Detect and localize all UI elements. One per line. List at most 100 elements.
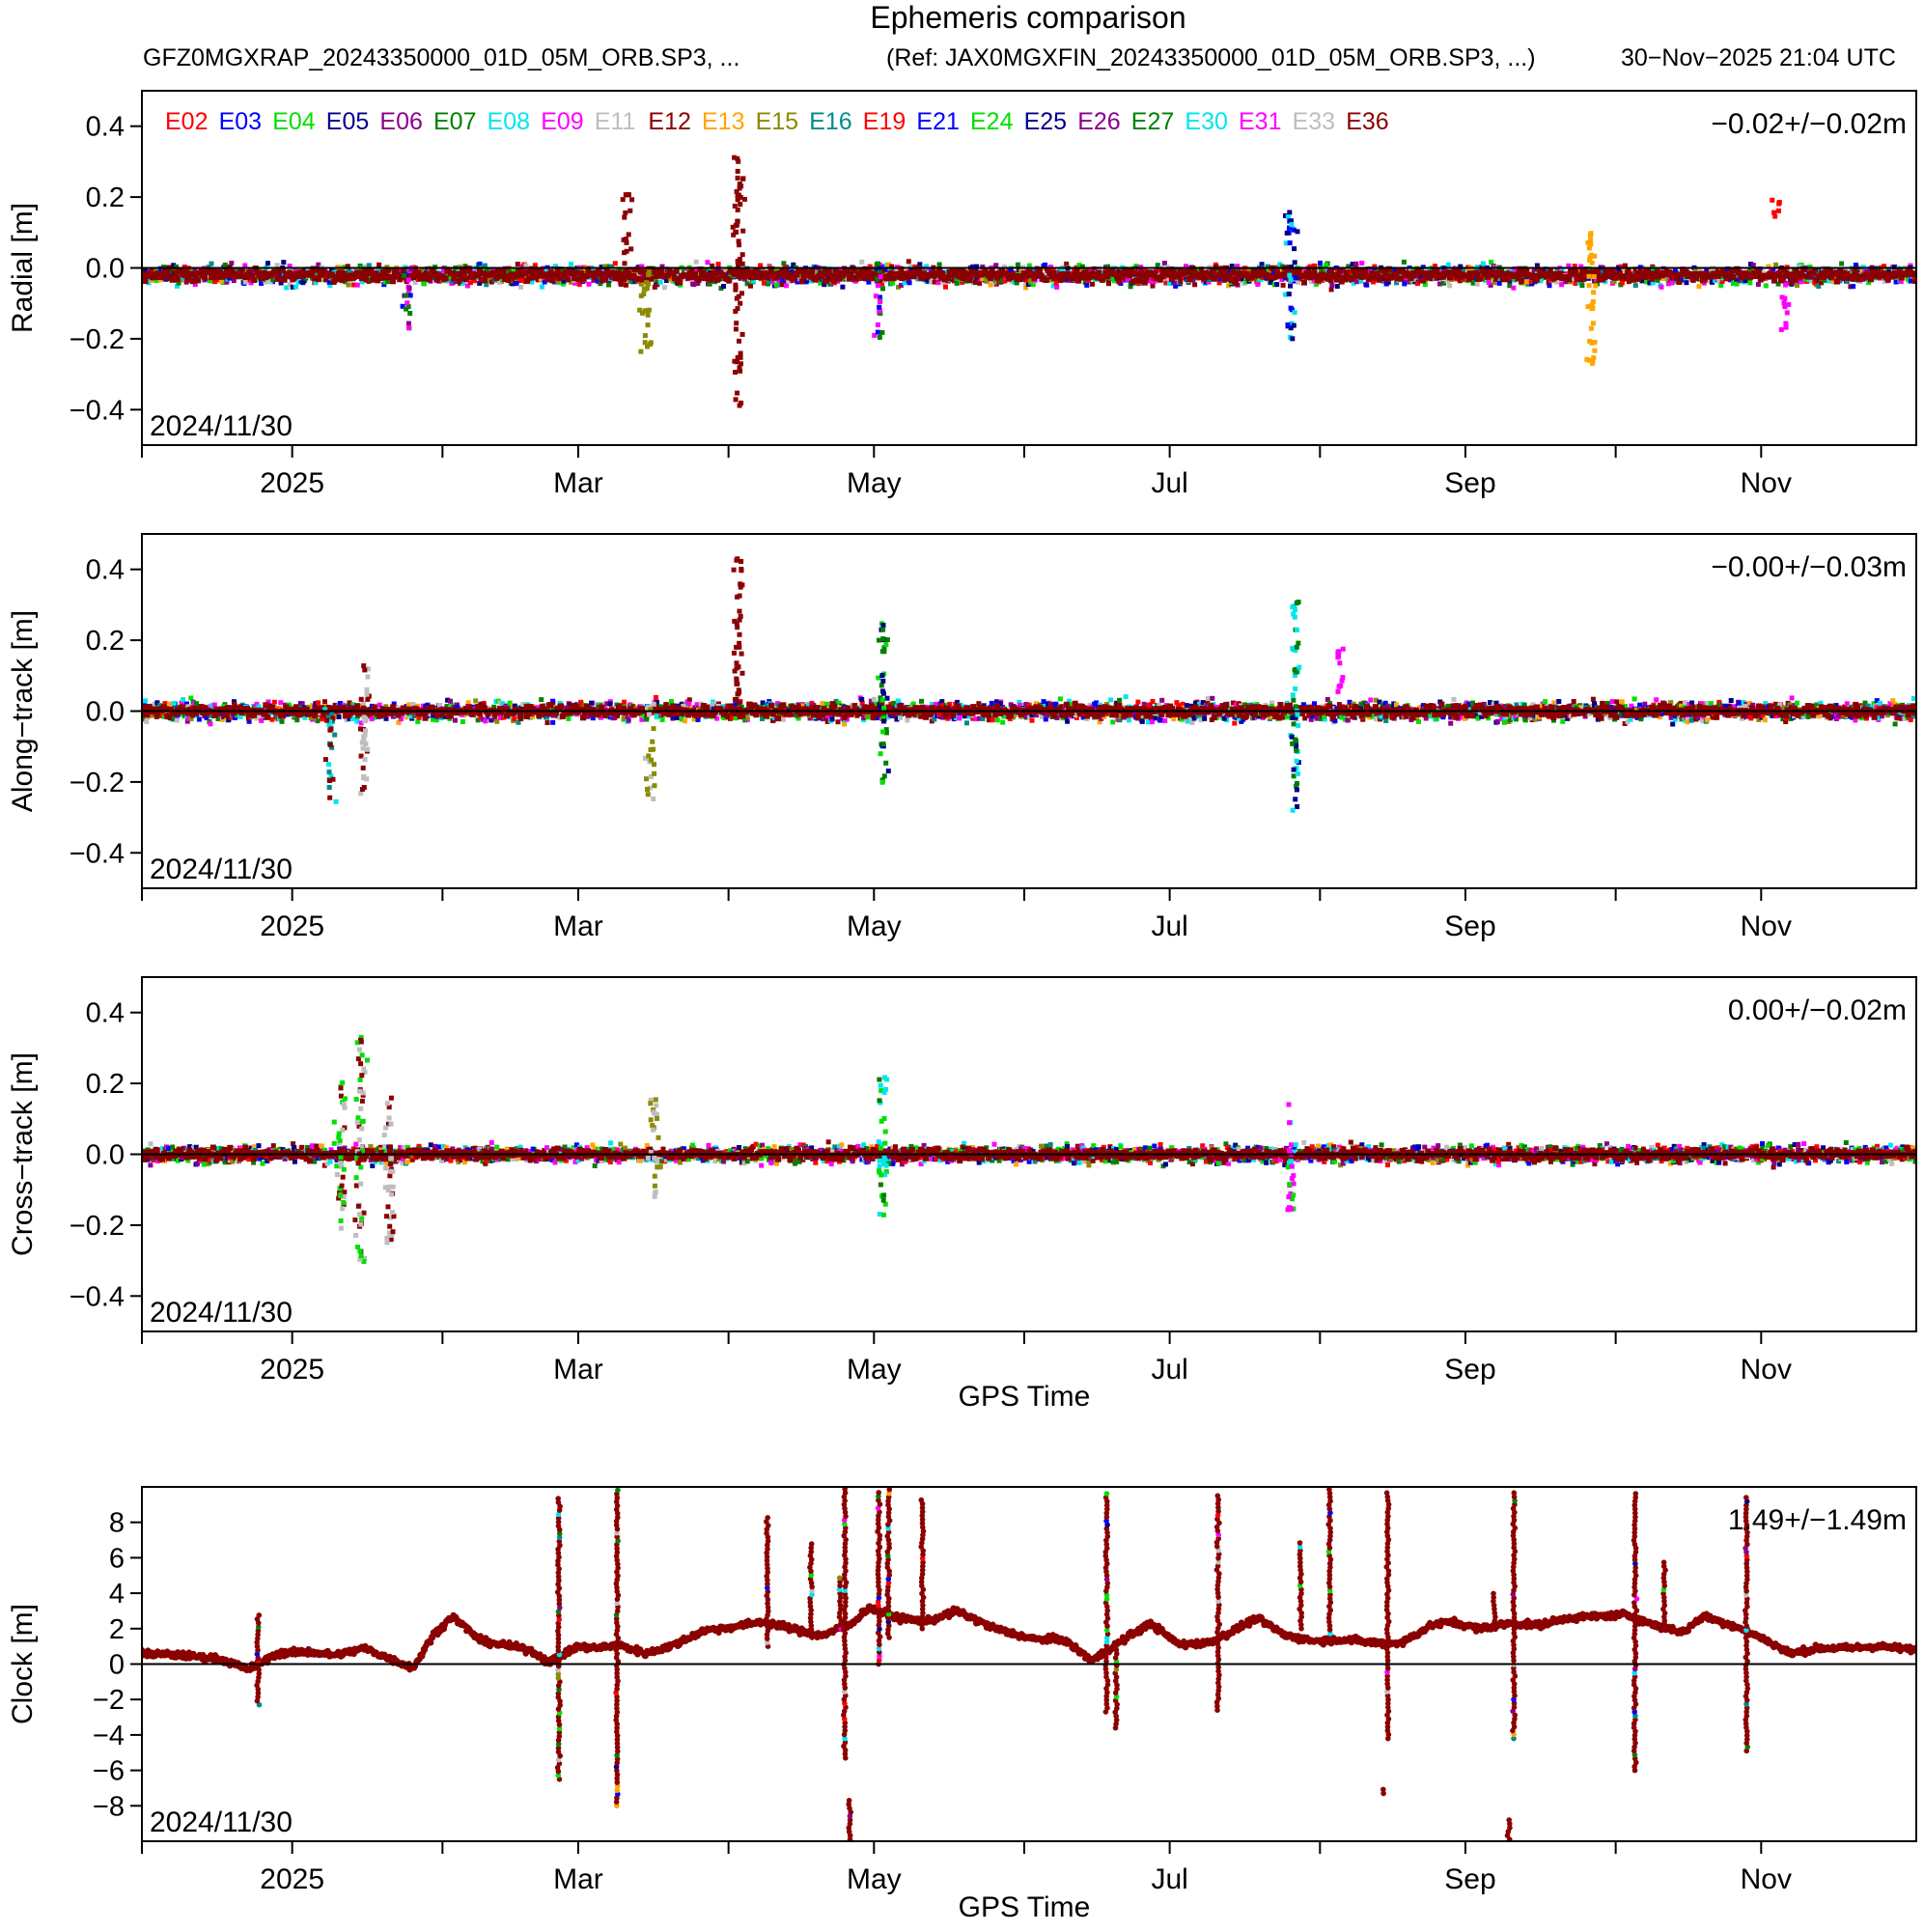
orbit-point: [146, 280, 152, 286]
orbit-point: [646, 266, 653, 272]
orbit-point: [162, 273, 169, 280]
orbit-point: [1851, 284, 1856, 290]
orbit-excursion-point: [646, 281, 651, 287]
orbit-point: [1004, 272, 1011, 278]
orbit-point: [415, 269, 422, 276]
orbit-point: [549, 277, 556, 284]
orbit-point: [1023, 285, 1029, 291]
orbit-excursion-point: [644, 285, 650, 291]
orbit-point: [1542, 270, 1548, 277]
orbit-point: [1578, 264, 1584, 269]
orbit-point: [1635, 275, 1642, 282]
orbit-point: [477, 280, 483, 286]
orbit-point: [388, 274, 395, 281]
orbit-point: [798, 278, 805, 285]
orbit-point: [1531, 268, 1537, 274]
orbit-point: [768, 266, 775, 272]
orbit-point: [428, 712, 433, 716]
orbit-point: [657, 279, 663, 285]
orbit-point: [193, 272, 200, 279]
orbit-point: [993, 274, 1000, 281]
orbit-point: [271, 699, 277, 705]
orbit-excursion-point: [1782, 304, 1788, 310]
orbit-point: [410, 273, 417, 280]
orbit-point: [259, 275, 265, 282]
orbit-point: [1727, 271, 1734, 278]
orbit-point: [1806, 273, 1813, 280]
orbit-point: [547, 268, 554, 275]
orbit-excursion-point: [618, 282, 624, 287]
orbit-excursion-point: [1282, 292, 1288, 297]
orbit-point: [1427, 274, 1434, 281]
orbit-point: [685, 274, 691, 281]
orbit-point: [1904, 270, 1910, 277]
orbit-point: [1257, 266, 1264, 272]
orbit-point: [1024, 271, 1031, 278]
orbit-point: [1036, 268, 1043, 275]
orbit-point: [1328, 268, 1335, 275]
orbit-point: [1594, 277, 1600, 282]
orbit-point: [1138, 266, 1144, 272]
orbit-excursion-point: [736, 158, 741, 164]
orbit-point: [1151, 279, 1157, 284]
orbit-point: [390, 714, 396, 719]
orbit-excursion-point: [621, 275, 627, 281]
orbit-point: [1683, 269, 1689, 275]
orbit-point: [1255, 269, 1262, 276]
orbit-excursion-point: [1776, 201, 1782, 207]
orbit-point: [1136, 277, 1143, 284]
orbit-excursion-point: [1591, 355, 1597, 361]
orbit-point: [1128, 268, 1134, 275]
orbit-point: [1893, 279, 1899, 285]
orbit-point: [476, 267, 483, 274]
orbit-point: [1799, 272, 1804, 279]
orbit-point: [1421, 270, 1428, 277]
orbit-point: [705, 260, 711, 266]
orbit-point: [462, 276, 469, 283]
orbit-excursion-point: [1291, 322, 1297, 328]
orbit-excursion-point: [407, 311, 413, 316]
orbit-point: [346, 282, 351, 288]
orbit-point: [1015, 262, 1020, 267]
orbit-point: [1750, 269, 1757, 276]
orbit-point: [899, 266, 905, 272]
orbit-point: [572, 275, 578, 282]
orbit-point: [486, 714, 491, 719]
orbit-point: [1241, 277, 1246, 283]
orbit-point: [1447, 283, 1453, 289]
orbit-point: [412, 268, 418, 275]
orbit-point: [1128, 284, 1133, 290]
orbit-point: [347, 716, 352, 721]
orbit-point: [1911, 271, 1916, 278]
orbit-point: [1474, 270, 1481, 277]
orbit-point: [840, 284, 846, 290]
orbit-point: [1269, 279, 1274, 285]
orbit-point: [1710, 279, 1715, 285]
orbit-point: [919, 275, 926, 282]
orbit-point: [822, 282, 827, 288]
orbit-point: [890, 275, 897, 282]
orbit-point: [327, 283, 333, 289]
orbit-point: [320, 716, 324, 722]
orbit-point: [1396, 268, 1403, 275]
orbit-point: [308, 715, 314, 720]
orbit-point: [1912, 279, 1916, 285]
orbit-point: [1477, 275, 1484, 282]
orbit-point: [188, 695, 194, 701]
orbit-excursion-point: [642, 333, 648, 339]
orbit-point: [185, 704, 191, 710]
orbit-point: [559, 266, 564, 272]
orbit-point: [1509, 266, 1515, 272]
orbit-point: [1084, 282, 1090, 288]
orbit-point: [1104, 273, 1111, 279]
orbit-point: [783, 268, 790, 275]
orbit-point: [350, 282, 356, 288]
orbit-point: [1394, 280, 1400, 286]
orbit-point: [294, 717, 300, 723]
legend-e12: E12: [648, 108, 690, 135]
orbit-excursion-point: [620, 197, 626, 203]
legend-e11: E11: [595, 108, 636, 135]
orbit-excursion-point: [1779, 294, 1785, 300]
orbit-point: [707, 276, 713, 283]
orbit-point: [1131, 269, 1138, 276]
